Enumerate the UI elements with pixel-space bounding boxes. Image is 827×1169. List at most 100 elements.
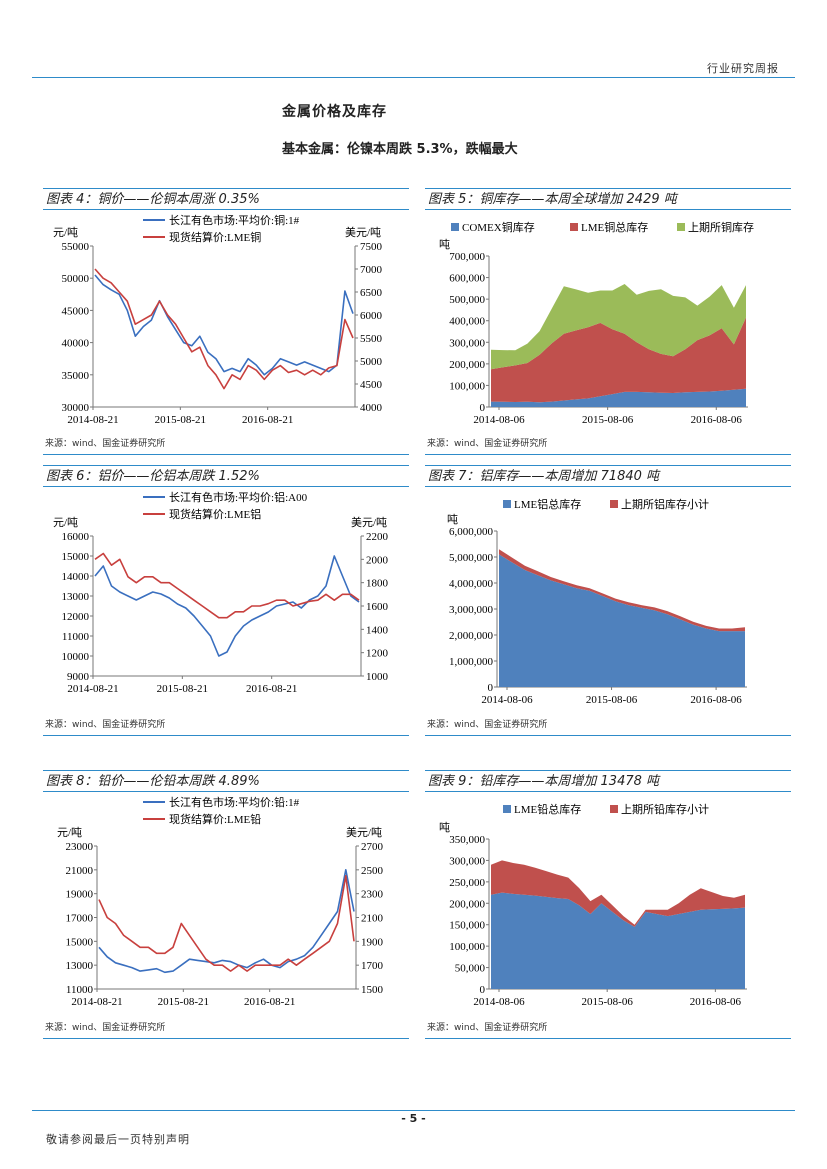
x-tick-label: 2015-08-06: [582, 414, 634, 426]
legend-label: LME铜总库存: [581, 220, 648, 234]
y-tick-label: 350,000: [449, 834, 485, 846]
y-tick-label: 0: [480, 402, 486, 414]
left-tick-label: 21000: [66, 865, 94, 877]
right-tick-label: 4000: [360, 402, 383, 414]
x-tick-label: 2016-08-06: [691, 414, 743, 426]
x-tick-label: 2016-08-06: [690, 996, 742, 1008]
series-area: [499, 554, 745, 687]
footer-rule: [32, 1110, 795, 1111]
right-tick-label: 1000: [366, 671, 389, 683]
report-type-label: 行业研究周报: [707, 62, 779, 75]
legend-label: 长江有色市场:平均价:铝:A00: [169, 490, 308, 504]
y-tick-label: 100,000: [449, 941, 485, 953]
legend-label: LME铅总库存: [514, 802, 581, 816]
x-tick-label: 2014-08-06: [481, 694, 533, 706]
lead-price-chart: 11000 13000 15000 17000 19000 21000 23000 1500 1…: [57, 795, 384, 1008]
legend-label: 现货结算价:LME铅: [169, 812, 261, 826]
series-line: [94, 268, 354, 390]
section-subtitle: 基本金属：伦镍本周跌 5.3%，跌幅最大: [282, 142, 518, 157]
left-tick-label: 16000: [62, 531, 90, 543]
y-tick-label: 4,000,000: [449, 578, 494, 590]
x-tick-label: 2015-08-21: [158, 996, 209, 1008]
series-area: [491, 892, 745, 989]
right-tick-label: 2200: [366, 531, 389, 543]
y-tick-label: 2,000,000: [449, 630, 494, 642]
left-unit-label: 元/吨: [53, 226, 78, 239]
series-line: [94, 555, 360, 657]
legend-label: 长江有色市场:平均价:铜:1#: [169, 213, 300, 227]
right-tick-label: 2300: [361, 889, 384, 901]
right-tick-label: 1200: [366, 648, 389, 660]
chart-source: 来源：wind、国金证券研究所: [425, 1020, 791, 1039]
left-tick-label: 50000: [62, 273, 90, 285]
left-tick-label: 14000: [62, 571, 90, 583]
y-tick-label: 0: [480, 984, 486, 996]
legend-swatch: [570, 223, 578, 231]
series-line: [94, 552, 360, 619]
left-tick-label: 40000: [62, 338, 90, 350]
legend-label: 现货结算价:LME铜: [169, 230, 261, 244]
right-tick-label: 6000: [360, 310, 383, 322]
right-tick-label: 1900: [361, 936, 384, 948]
page-number: - 5 -: [401, 1112, 426, 1125]
legend-label: 长江有色市场:平均价:铅:1#: [169, 795, 300, 809]
right-tick-label: 2000: [366, 554, 389, 566]
right-tick-label: 7500: [360, 241, 383, 253]
chart-source: 来源：wind、国金证券研究所: [43, 436, 409, 455]
y-tick-label: 1,000,000: [449, 656, 494, 668]
disclaimer: 敬请参阅最后一页特别声明: [46, 1133, 190, 1146]
series-line: [94, 274, 354, 376]
legend-swatch: [610, 805, 618, 813]
right-tick-label: 2700: [361, 841, 384, 853]
right-unit-label: 美元/吨: [345, 226, 381, 239]
legend-swatch: [503, 500, 511, 508]
x-tick-label: 2015-08-21: [157, 683, 208, 695]
x-tick-label: 2016-08-06: [690, 694, 742, 706]
right-tick-label: 1700: [361, 960, 384, 972]
x-tick-label: 2014-08-21: [67, 683, 118, 695]
y-unit-label: 吨: [439, 238, 450, 251]
x-tick-label: 2014-08-06: [473, 414, 525, 426]
y-tick-label: 500,000: [449, 294, 485, 306]
left-tick-label: 55000: [62, 241, 90, 253]
legend-swatch: [503, 805, 511, 813]
right-tick-label: 1500: [361, 984, 384, 996]
legend-swatch: [610, 500, 618, 508]
right-tick-label: 5500: [360, 333, 383, 345]
y-tick-label: 700,000: [449, 251, 485, 263]
legend-swatch: [451, 223, 459, 231]
chart-source: 来源：wind、国金证券研究所: [43, 1020, 409, 1039]
left-tick-label: 10000: [62, 651, 90, 663]
chart-title: 图表 4：铜价——伦铜本周涨 0.35%: [43, 188, 409, 210]
x-tick-label: 2015-08-21: [155, 414, 206, 426]
right-unit-label: 美元/吨: [351, 516, 387, 529]
x-tick-label: 2016-08-21: [246, 683, 297, 695]
aluminum-price-chart: 9000 10000 11000 12000 13000 14000 15000 16000 1…: [53, 490, 389, 695]
y-tick-label: 5,000,000: [449, 552, 494, 564]
chart-title: 图表 7：铝库存——本周增加 71840 吨: [425, 465, 791, 487]
series-area: [491, 317, 746, 403]
left-tick-label: 13000: [62, 591, 90, 603]
x-tick-label: 2015-08-06: [582, 996, 634, 1008]
right-tick-label: 5000: [360, 356, 383, 368]
left-tick-label: 13000: [66, 960, 94, 972]
right-tick-label: 2100: [361, 913, 384, 925]
left-tick-label: 12000: [62, 611, 90, 623]
y-tick-label: 300,000: [449, 855, 485, 867]
legend-label: 现货结算价:LME铝: [169, 507, 261, 521]
y-tick-label: 50,000: [455, 963, 486, 975]
y-tick-label: 200,000: [449, 359, 485, 371]
y-tick-label: 100,000: [449, 380, 485, 392]
y-tick-label: 150,000: [449, 920, 485, 932]
left-unit-label: 元/吨: [53, 516, 78, 529]
right-tick-label: 2500: [361, 865, 384, 877]
chart-title: 图表 9：铅库存——本周增加 13478 吨: [425, 770, 791, 792]
right-unit-label: 美元/吨: [346, 826, 382, 839]
left-tick-label: 35000: [62, 370, 90, 382]
right-tick-label: 1600: [366, 601, 389, 613]
y-unit-label: 吨: [447, 513, 458, 526]
y-tick-label: 0: [488, 682, 494, 694]
chart-title: 图表 6：铝价——伦铝本周跌 1.52%: [43, 465, 409, 487]
series-area: [491, 284, 746, 370]
y-tick-label: 6,000,000: [449, 526, 494, 538]
